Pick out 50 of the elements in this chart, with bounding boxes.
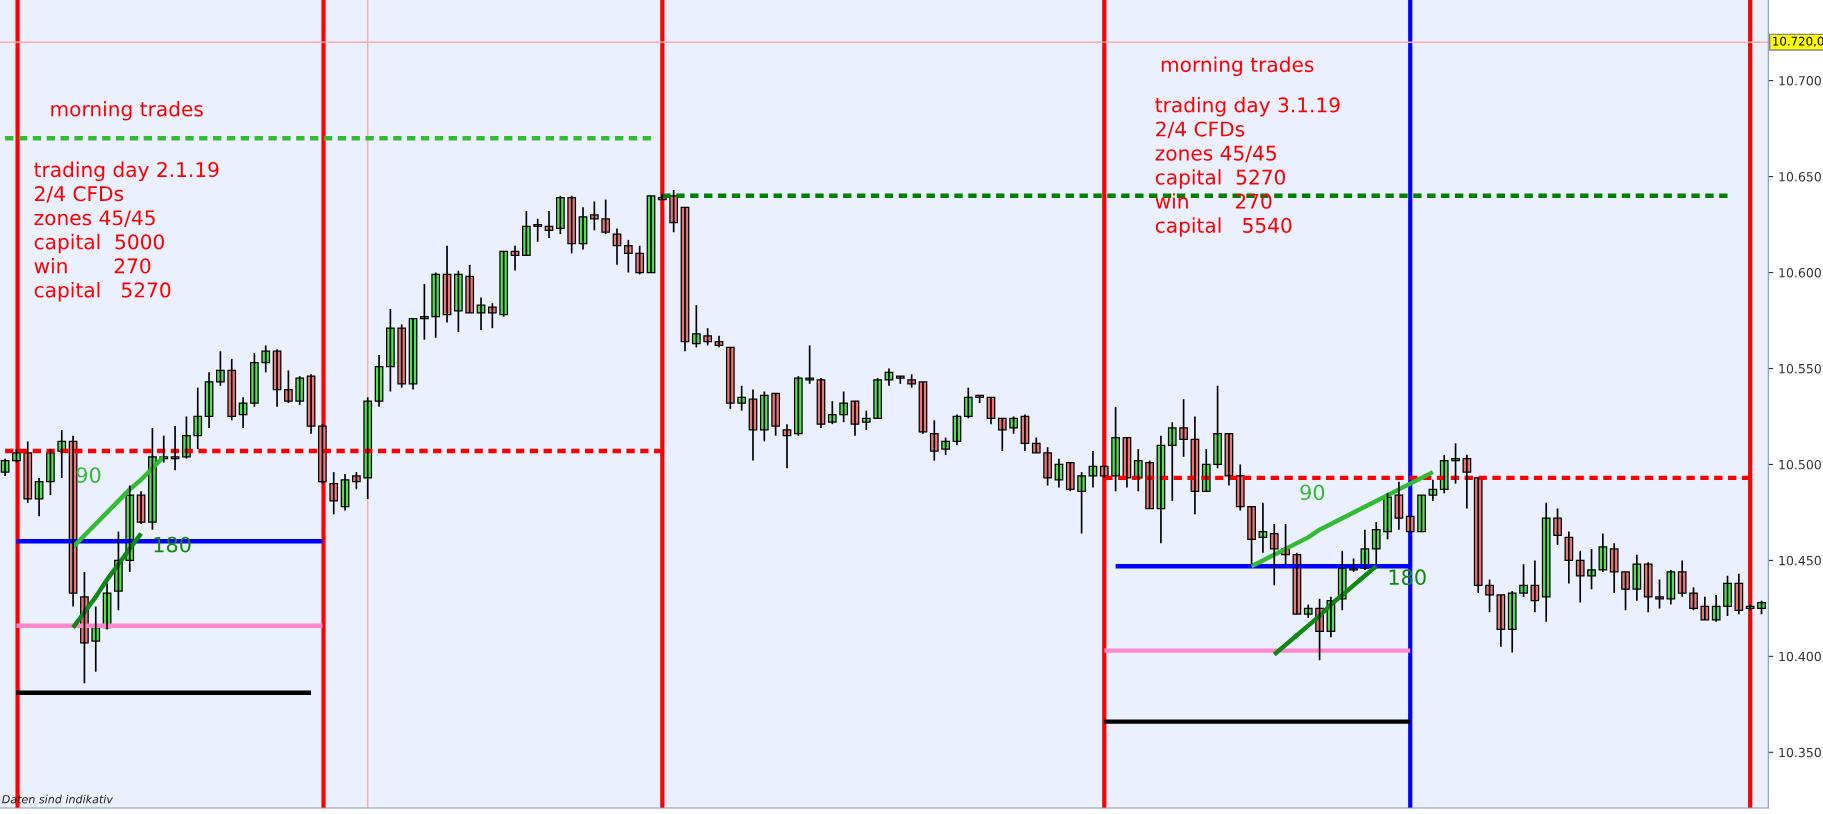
candlestick: [1451, 442, 1460, 485]
candlestick: [216, 350, 225, 387]
candlestick: [1405, 515, 1415, 533]
candlestick: [1655, 578, 1664, 610]
candlestick: [1587, 548, 1596, 591]
candlestick: [1247, 505, 1256, 566]
candlestick: [623, 239, 633, 274]
candlestick: [839, 390, 849, 424]
candlestick: [873, 377, 883, 420]
annotation: morning trades: [51, 101, 203, 121]
candlestick: [250, 352, 259, 408]
y-tick-label: 10.600: [1779, 268, 1821, 278]
y-tick-label: 10.450: [1779, 555, 1821, 566]
y-tick-label: 10.550: [1779, 363, 1821, 374]
candlestick: [1213, 384, 1222, 470]
line-series: [70, 531, 144, 630]
candlestick: [1043, 446, 1052, 487]
candlestick: [1077, 471, 1086, 535]
candlestick: [454, 269, 463, 333]
candlestick: [1553, 507, 1562, 546]
candlestick: [1689, 586, 1698, 612]
candlestick: [1723, 574, 1732, 617]
candlestick: [1485, 578, 1494, 614]
annotation: trading day 3.1.19 2/4 CFDs zones 45/45 capital 5270 win 270 capital 5540: [1155, 96, 1340, 237]
series-label: 90: [1300, 484, 1325, 501]
y-tick-label: 10.650: [1779, 172, 1821, 182]
candlestick: [555, 194, 565, 235]
candlestick: [589, 200, 599, 232]
candlestick: [386, 308, 395, 393]
candlestick: [284, 369, 293, 404]
y-tick-label: 10.700: [1779, 76, 1821, 86]
candlestick: [1621, 571, 1630, 612]
line-series: [1249, 469, 1436, 569]
candlestick: [1179, 398, 1188, 458]
annotation: trading day 2.1.19 2/4 CFDs zones 45/45 capital 5000 win 270 capital 5270: [34, 161, 219, 302]
candlestick: [521, 210, 531, 257]
annotation: morning trades: [1161, 56, 1314, 77]
candlestick: [737, 384, 747, 412]
candlestick: [1519, 563, 1528, 598]
candlestick: [805, 344, 815, 385]
y-tick-label: 10.400: [1779, 651, 1821, 662]
candlestick: [487, 302, 497, 330]
candlestick: [420, 283, 429, 341]
candlestick: [1111, 406, 1120, 493]
y-tick-label: 10.500: [1779, 459, 1821, 470]
line-series: [1272, 563, 1379, 657]
candlestick: [1417, 494, 1426, 533]
y-tick-label: 10.350: [1779, 747, 1821, 758]
ref-line-label: 10.720,0: [1773, 36, 1823, 47]
candlestick: [771, 392, 781, 437]
